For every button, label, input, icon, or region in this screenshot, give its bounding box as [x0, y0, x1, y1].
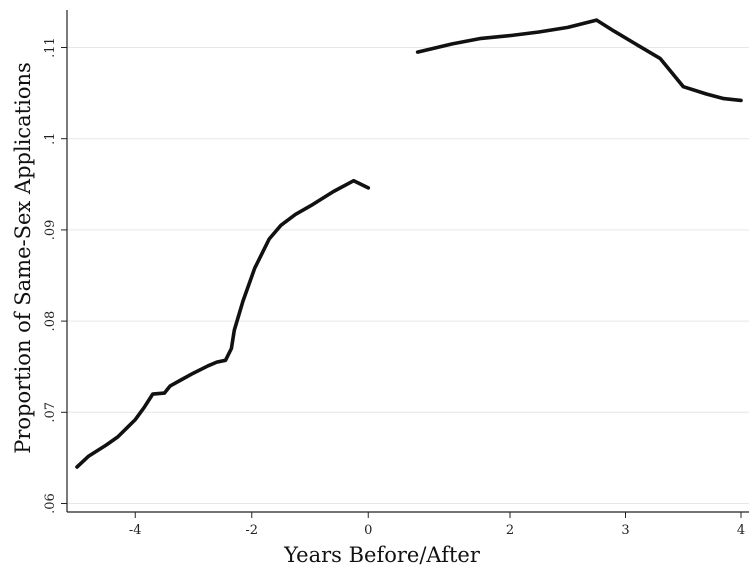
gridlines [67, 47, 749, 504]
y-tick-label: .07 [43, 402, 58, 423]
x-tick-label: 2 [506, 523, 514, 538]
series-line-before [75, 178, 371, 469]
y-tick-label: .06 [43, 493, 58, 514]
y-tick-label: .11 [43, 37, 58, 58]
x-tick-label: 0 [364, 523, 372, 538]
y-tick-label: .08 [43, 311, 58, 332]
x-tick-label: -2 [245, 523, 258, 538]
tick-labels: .06 .07 .08 .09 .1 .11 -4 -2 0 2 3 4 [43, 37, 745, 538]
x-axis-title: Years Before/After [283, 543, 481, 567]
y-tick-label: .09 [43, 220, 58, 241]
axes [66, 10, 749, 513]
x-tick-label: -4 [129, 523, 142, 538]
x-tick-label: 3 [621, 523, 629, 538]
series-lines [75, 18, 743, 469]
series-line-after [415, 18, 743, 103]
x-tick-label: 4 [737, 523, 745, 538]
y-axis-title: Proportion of Same-Sex Applications [11, 62, 35, 454]
y-tick-label: .1 [43, 132, 58, 144]
tick-marks [61, 47, 742, 518]
